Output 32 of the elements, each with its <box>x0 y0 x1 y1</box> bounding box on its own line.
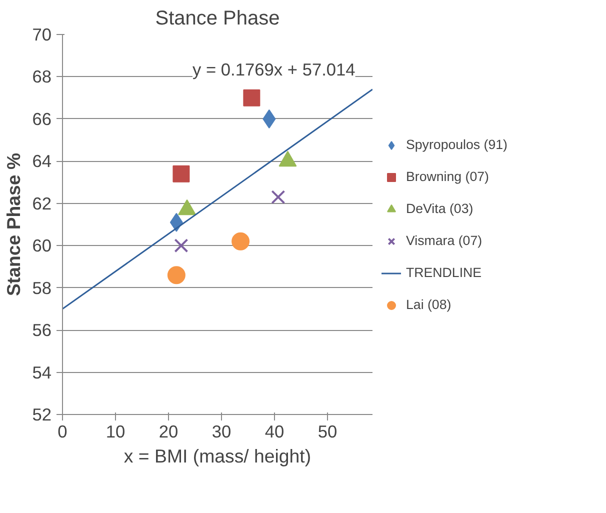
y-tick-label: 64 <box>32 151 52 172</box>
legend-label: TRENDLINE <box>406 265 482 280</box>
x-tick-label: 30 <box>212 422 232 442</box>
y-tick-label: 60 <box>32 236 52 256</box>
y-tick-label: 54 <box>32 362 52 382</box>
y-tick-label: 58 <box>32 278 52 298</box>
y-tick-label: 66 <box>32 108 52 129</box>
x-tick-label: 20 <box>158 422 178 442</box>
annotation: y = 0.1769x + 57.014 <box>192 60 356 80</box>
legend-label: Spyropoulos (91) <box>406 137 508 152</box>
legend-label: Vismara (07) <box>406 233 482 248</box>
point <box>174 238 188 253</box>
y-tick-label: 70 <box>32 24 52 44</box>
legend-label: DeVita (03) <box>406 201 474 216</box>
x-tick-label: 0 <box>58 422 68 442</box>
y-tick-label: 68 <box>32 66 52 87</box>
x-tick-label: 40 <box>264 422 284 442</box>
point <box>172 165 190 182</box>
y-tick-label: 52 <box>32 404 52 424</box>
point <box>167 266 186 284</box>
point <box>243 89 260 106</box>
chart-title: Stance Phase <box>155 8 280 30</box>
x-tick-label: 10 <box>106 422 126 442</box>
point <box>232 232 250 250</box>
legend-label: Lai (08) <box>406 297 452 312</box>
y-axis-title: Stance Phase % <box>3 152 24 296</box>
y-tick-label: 56 <box>32 320 52 340</box>
x-axis-title: x = BMI (mass/ height) <box>124 446 312 466</box>
legend-label: Browning (07) <box>406 169 489 184</box>
x-tick-label: 50 <box>318 422 338 442</box>
point <box>271 190 286 204</box>
y-tick-label: 62 <box>32 193 52 214</box>
